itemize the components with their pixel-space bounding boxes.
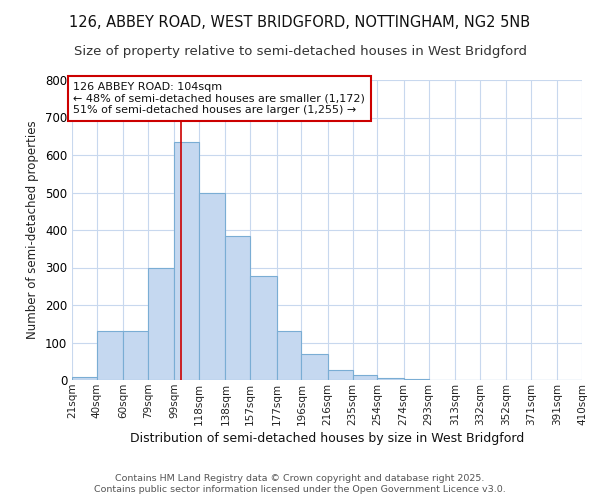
Bar (377, 378, 404, 380)
Bar (174, 142, 199, 380)
Bar (226, 236, 250, 380)
Text: 126 ABBEY ROAD: 104sqm
← 48% of semi-detached houses are smaller (1,172)
51% of : 126 ABBEY ROAD: 104sqm ← 48% of semi-det… (73, 82, 365, 115)
Bar (353, 375, 377, 380)
Bar (328, 370, 353, 380)
Bar (72, 377, 97, 380)
Text: 126, ABBEY ROAD, WEST BRIDGFORD, NOTTINGHAM, NG2 5NB: 126, ABBEY ROAD, WEST BRIDGFORD, NOTTING… (70, 15, 530, 30)
Bar (250, 276, 277, 380)
Bar (148, 268, 174, 380)
Bar (97, 331, 123, 380)
Bar (301, 354, 328, 380)
Text: Contains HM Land Registry data © Crown copyright and database right 2025.
Contai: Contains HM Land Registry data © Crown c… (94, 474, 506, 494)
Bar (277, 331, 301, 380)
Bar (123, 331, 148, 380)
X-axis label: Distribution of semi-detached houses by size in West Bridgford: Distribution of semi-detached houses by … (130, 432, 524, 445)
Bar (404, 379, 428, 380)
Text: Size of property relative to semi-detached houses in West Bridgford: Size of property relative to semi-detach… (74, 45, 527, 58)
Y-axis label: Number of semi-detached properties: Number of semi-detached properties (26, 120, 40, 340)
Bar (199, 192, 226, 380)
